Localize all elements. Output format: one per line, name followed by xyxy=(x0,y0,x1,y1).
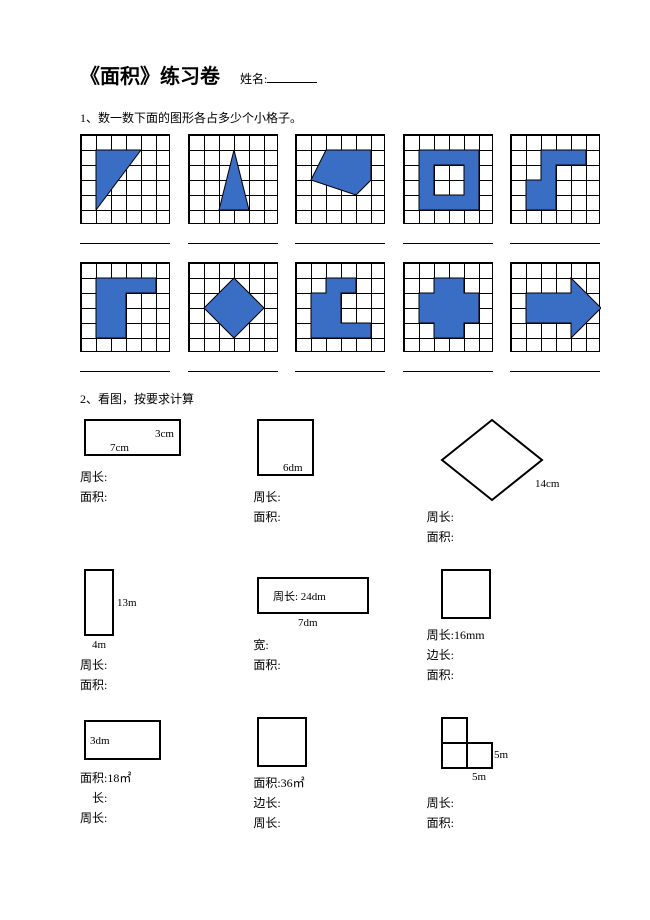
grid-shape-4 xyxy=(403,134,493,224)
name-label: 姓名: xyxy=(240,70,267,87)
q1-row-1 xyxy=(80,134,600,224)
dim-label: 5m xyxy=(494,749,509,761)
dim-label: 5m xyxy=(472,771,487,783)
grid-shape-3 xyxy=(295,134,385,224)
answer-blank xyxy=(80,230,170,244)
dim-label: 面积:36㎡ xyxy=(253,774,426,791)
dim-label: 14cm xyxy=(535,478,560,490)
dim-label: 4m xyxy=(92,639,107,651)
name-blank xyxy=(267,82,317,83)
answer-blank xyxy=(510,230,600,244)
answer-blank xyxy=(188,230,278,244)
answer-label: 周长: xyxy=(427,508,600,525)
answer-blank xyxy=(403,230,493,244)
dim-label: 7dm xyxy=(298,617,318,629)
answer-blank xyxy=(188,358,278,372)
answer-label: 边长: xyxy=(427,646,600,663)
problem-square-perim16: 周长:16mm 边长: 面积: xyxy=(427,568,600,696)
dim-label: 周长: 24dm xyxy=(273,590,326,603)
problem-lshape-5m: 5m 5m 周长: 面积: xyxy=(427,716,600,834)
answer-blank xyxy=(295,230,385,244)
dim-label: 6dm xyxy=(283,462,303,474)
dim-label: 面积:18㎡ xyxy=(80,769,253,786)
grid-shape-10 xyxy=(510,262,600,352)
answer-blank xyxy=(80,358,170,372)
problem-rect-4x13: 13m 4m 周长: 面积: xyxy=(80,568,253,696)
answer-label: 长: xyxy=(80,789,253,806)
grid-shape-9 xyxy=(403,262,493,352)
answer-blank xyxy=(295,358,385,372)
dim-label: 13m xyxy=(117,597,137,609)
grid-shape-5 xyxy=(510,134,600,224)
answer-label: 周长: xyxy=(253,814,426,831)
answer-label: 周长: xyxy=(80,809,253,826)
problem-square-area36: 面积:36㎡ 边长: 周长: xyxy=(253,716,426,834)
q2-prompt: 2、看图，按要求计算 xyxy=(80,390,600,407)
answer-label: 周长: xyxy=(80,468,253,485)
grid-shape-6 xyxy=(80,262,170,352)
answer-label: 面积: xyxy=(427,814,600,831)
answer-label: 周长: xyxy=(253,488,426,505)
grid-shape-8 xyxy=(295,262,385,352)
dim-label: 3cm xyxy=(155,428,174,440)
answer-label: 面积: xyxy=(80,488,253,505)
answer-label: 边长: xyxy=(253,794,426,811)
q1-row-2 xyxy=(80,262,600,352)
answer-label: 宽: xyxy=(253,636,426,653)
grid-shape-1 xyxy=(80,134,170,224)
problem-rect-perim24: 周长: 24dm 7dm 宽: 面积: xyxy=(253,568,426,696)
problem-rect-7x3: 3cm 7cm 周长: 面积: xyxy=(80,415,253,548)
problem-diamond-14cm: 14cm 周长: 面积: xyxy=(427,415,600,548)
grid-shape-2 xyxy=(188,134,278,224)
answer-label: 面积: xyxy=(427,528,600,545)
q2-problems: 3cm 7cm 周长: 面积: 6dm 周长: 面积: 14cm 周长: 面积:… xyxy=(80,415,600,854)
q1-blanks-1 xyxy=(80,230,600,244)
problem-square-6dm: 6dm 周长: 面积: xyxy=(253,415,426,548)
grid-shape-7 xyxy=(188,262,278,352)
answer-label: 面积: xyxy=(253,508,426,525)
problem-rect-area18: 3dm 面积:18㎡ 长: 周长: xyxy=(80,716,253,834)
answer-label: 面积: xyxy=(80,676,253,693)
q1-blanks-2 xyxy=(80,358,600,372)
dim-label: 3dm xyxy=(90,735,110,747)
dim-label: 7cm xyxy=(110,442,129,454)
answer-blank xyxy=(510,358,600,372)
page-title: 《面积》练习卷 xyxy=(80,60,220,89)
dim-label: 周长:16mm xyxy=(427,626,600,643)
q1-prompt: 1、数一数下面的图形各占多少个小格子。 xyxy=(80,109,600,126)
answer-label: 面积: xyxy=(427,666,600,683)
answer-blank xyxy=(403,358,493,372)
answer-label: 周长: xyxy=(427,794,600,811)
answer-label: 周长: xyxy=(80,656,253,673)
answer-label: 面积: xyxy=(253,656,426,673)
